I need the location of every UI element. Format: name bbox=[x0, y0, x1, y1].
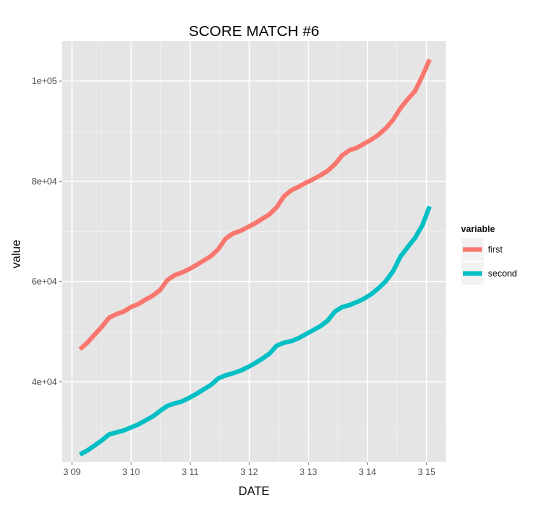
y-axis-title: value bbox=[9, 239, 23, 268]
chart-title: SCORE MATCH #6 bbox=[189, 23, 320, 40]
y-tick-label: 8e+04 bbox=[32, 176, 57, 186]
y-tick-label: 1e+05 bbox=[32, 76, 57, 86]
x-tick-label: 3 11 bbox=[182, 467, 199, 477]
legend-item-second: second bbox=[460, 261, 517, 286]
x-tick-label: 3 12 bbox=[241, 467, 259, 477]
legend-items: first second bbox=[460, 237, 517, 286]
legend-item-first: first bbox=[460, 237, 503, 262]
legend: variable first second bbox=[460, 224, 517, 286]
series-line-second bbox=[78, 205, 432, 457]
major-gridlines bbox=[62, 41, 446, 462]
legend-label: first bbox=[488, 245, 503, 255]
x-axis: 3 09 3 10 3 11 3 12 3 13 3 14 3 15 bbox=[63, 462, 435, 477]
y-tick-label: 6e+04 bbox=[32, 277, 57, 287]
series-line-first bbox=[78, 58, 432, 351]
legend-title: variable bbox=[461, 224, 495, 234]
legend-label: second bbox=[488, 269, 517, 279]
y-axis: 4e+04 6e+04 8e+04 1e+05 bbox=[32, 76, 62, 387]
x-tick-label: 3 10 bbox=[122, 467, 140, 477]
series-lines bbox=[78, 58, 432, 457]
plot-panel bbox=[62, 41, 446, 462]
y-tick-label: 4e+04 bbox=[32, 377, 57, 387]
x-tick-label: 3 15 bbox=[418, 467, 436, 477]
x-tick-label: 3 13 bbox=[300, 467, 318, 477]
x-axis-title: DATE bbox=[238, 484, 269, 498]
x-tick-label: 3 14 bbox=[359, 467, 377, 477]
x-tick-label: 3 09 bbox=[63, 467, 81, 477]
